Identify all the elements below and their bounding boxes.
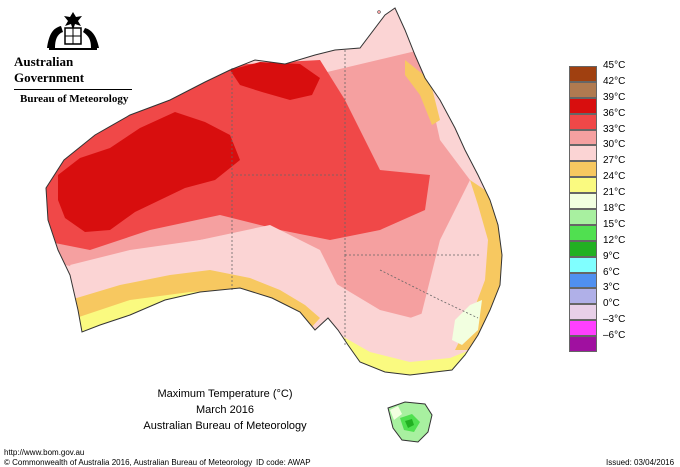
legend-label: 0°C (603, 298, 620, 310)
map-caption: Maximum Temperature (°C) March 2016 Aust… (140, 386, 310, 434)
legend-label: 15°C (603, 218, 626, 230)
map-title: Maximum Temperature (°C) (157, 388, 293, 400)
state-borders (231, 50, 480, 345)
legend-row: 3°C (569, 282, 641, 305)
coastline (45, 7, 503, 376)
legend-row: 42°C (569, 76, 641, 98)
legend-swatch (569, 97, 597, 114)
legend-label: –6°C (603, 330, 626, 342)
legend-label: 24°C (603, 171, 626, 183)
legend-row: 27°C (569, 155, 641, 178)
legend-swatch (569, 224, 597, 241)
map-period: March 2016 (195, 404, 255, 416)
legend-swatch (569, 145, 597, 162)
legend-swatch (569, 320, 597, 337)
legend-row: 15°C (569, 219, 641, 241)
legend-label: 3°C (603, 282, 620, 294)
legend-swatch (569, 66, 597, 82)
legend-label: 21°C (603, 187, 626, 199)
zone-21c-highlands (452, 300, 482, 345)
legend-row: 6°C (569, 267, 641, 289)
legend-row: 24°C (569, 171, 641, 194)
legend-label: 12°C (603, 234, 626, 246)
legend-row: –6°C (569, 330, 641, 353)
legend-row: 18°C (569, 203, 641, 225)
legend-label: 27°C (603, 155, 626, 167)
legend-row: 12°C (569, 235, 641, 257)
bureau-title: Bureau of Meteorology (20, 93, 129, 105)
legend-row: 36°C (569, 108, 641, 130)
legend-row: 33°C (569, 124, 641, 146)
legend-swatch (569, 240, 597, 257)
zone-27c-south (70, 270, 320, 340)
legend-label: 45°C (603, 60, 626, 71)
zone-39c-north (230, 62, 320, 100)
id-code: ID code: AWAP (256, 458, 311, 467)
legend-row: 21°C (569, 187, 641, 210)
legend-swatch (569, 304, 597, 321)
legend-row: 9°C (569, 251, 641, 273)
legend-swatch (569, 256, 597, 273)
legend-row: 45°C (569, 60, 641, 82)
zone-27c-northeast (405, 60, 440, 125)
title-divider (14, 89, 132, 90)
legend-swatch (569, 177, 597, 194)
legend-label: 39°C (603, 91, 626, 103)
government-title: Australian Government (14, 54, 85, 85)
legend-row: 0°C (569, 298, 641, 321)
island-marker (377, 10, 381, 14)
coat-of-arms-icon (47, 12, 99, 50)
legend-swatch (569, 129, 597, 146)
tasmania (387, 401, 433, 443)
issued-date: Issued: 03/04/2016 (606, 458, 675, 467)
temperature-legend: 45°C 42°C 39°C 36°C 33°C 30°C 27°C 24°C 21°C 18°C… (569, 60, 641, 353)
government-logo: Australian Government Bureau of Meteorol… (8, 8, 138, 105)
legend-label: 6°C (603, 266, 620, 278)
legend-swatch (569, 209, 597, 225)
copyright-text: © Commonwealth of Australia 2016, Austra… (4, 458, 253, 467)
legend-swatch (569, 161, 597, 178)
legend-row: 30°C (569, 139, 641, 162)
legend-swatch (569, 288, 597, 305)
legend-swatch (569, 336, 597, 353)
bom-url[interactable]: http://www.bom.gov.au (4, 448, 85, 457)
legend-swatch (569, 81, 597, 98)
legend-swatch (569, 113, 597, 130)
zone-30c-south (70, 150, 502, 375)
legend-label: 42°C (603, 75, 626, 87)
legend-label: –3°C (603, 314, 626, 326)
legend-swatch (569, 272, 597, 289)
zone-39c (58, 112, 240, 232)
legend-swatch (569, 193, 597, 210)
legend-row: 39°C (569, 92, 641, 114)
map-source: Australian Bureau of Meteorology (143, 420, 307, 432)
legend-label: 33°C (603, 123, 626, 135)
legend-label: 18°C (603, 203, 626, 215)
legend-label: 30°C (603, 139, 626, 151)
legend-label: 36°C (603, 107, 626, 119)
legend-label: 9°C (603, 250, 620, 262)
legend-row: –3°C (569, 314, 641, 337)
